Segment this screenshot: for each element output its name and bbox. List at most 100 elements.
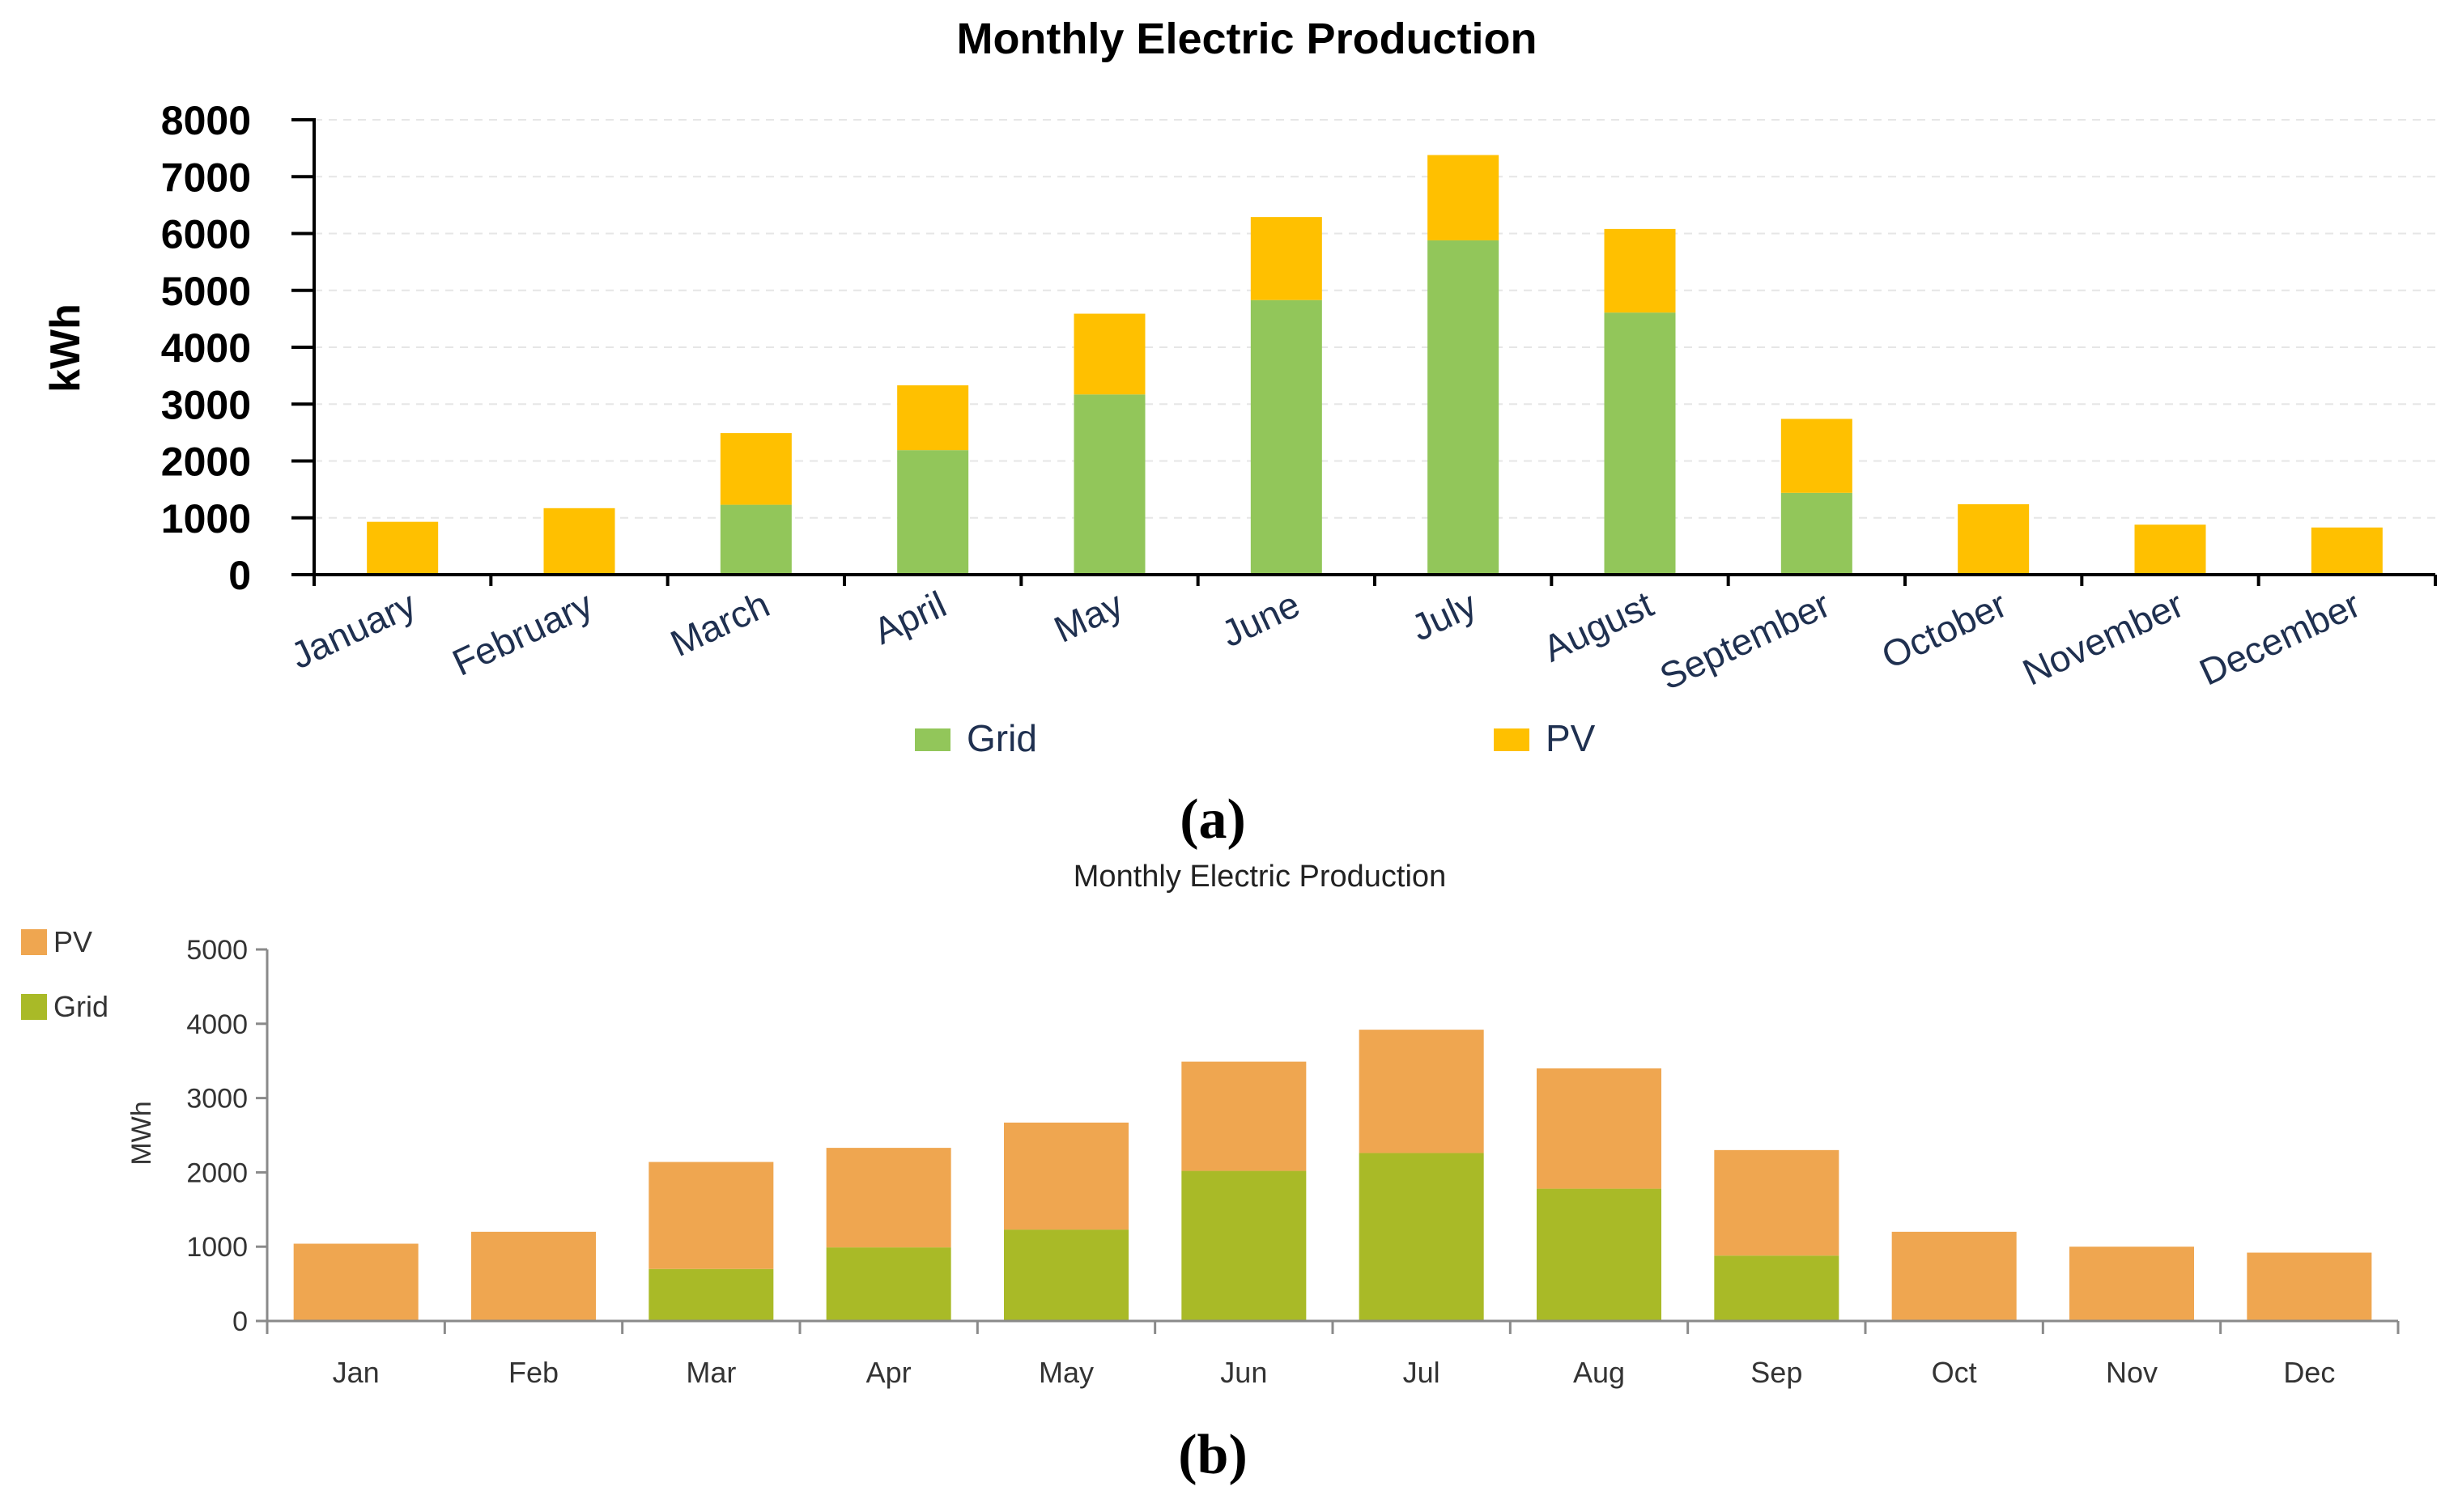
y-tick-label: 3000 bbox=[161, 382, 251, 427]
bar-pv-jul bbox=[1359, 1030, 1484, 1153]
y-tick-label: 5000 bbox=[161, 269, 251, 314]
bar-grid-july bbox=[1427, 240, 1499, 575]
bar-pv-september bbox=[1780, 418, 1852, 493]
chart-b-x-tick-labels: Jan Feb Mar Apr May Jun Jul Aug Sep Oct Nov Dec bbox=[333, 1356, 2336, 1389]
panel-b-caption: (b) bbox=[1178, 1424, 1248, 1486]
bar-grid-sep bbox=[1714, 1255, 1839, 1321]
bar-grid-aug bbox=[1537, 1188, 1661, 1321]
chart-a-gridlines bbox=[314, 119, 2435, 519]
bar-pv-feb bbox=[471, 1231, 596, 1321]
bar-pv-apr bbox=[826, 1148, 951, 1248]
y-tick-label: 0 bbox=[232, 1306, 248, 1337]
y-tick-label: 2000 bbox=[186, 1157, 248, 1188]
bar-pv-july bbox=[1427, 155, 1499, 240]
y-tick-label: 1000 bbox=[161, 496, 251, 542]
legend-swatch-pv bbox=[21, 929, 47, 955]
x-tick-label: January bbox=[284, 583, 422, 677]
x-tick-label: October bbox=[1875, 583, 2013, 677]
x-tick-label: Jul bbox=[1403, 1356, 1440, 1389]
bar-pv-oct bbox=[1891, 1231, 2017, 1321]
y-tick-label: 8000 bbox=[161, 98, 251, 143]
y-tick-label: 2000 bbox=[161, 440, 251, 485]
y-tick-label: 3000 bbox=[186, 1084, 248, 1115]
chart-a-title: Monthly Electric Production bbox=[956, 15, 1537, 63]
y-tick-label: 0 bbox=[228, 553, 251, 598]
chart-b-title: Monthly Electric Production bbox=[1074, 860, 1446, 894]
chart-a-y-axis-label: kWh bbox=[42, 304, 89, 393]
bar-pv-march bbox=[720, 433, 792, 505]
x-tick-label: April bbox=[867, 583, 952, 652]
chart-b-legend: PV Grid bbox=[21, 925, 108, 1023]
chart-b-bars bbox=[293, 1030, 2372, 1321]
bar-pv-june bbox=[1250, 217, 1322, 300]
legend-swatch-grid bbox=[21, 994, 47, 1020]
legend-label-grid: Grid bbox=[53, 990, 108, 1023]
y-tick-label: 5000 bbox=[186, 935, 248, 966]
bar-grid-jul bbox=[1359, 1153, 1484, 1321]
x-tick-label: Sep bbox=[1750, 1356, 1802, 1389]
chart-a-x-tick-labels: January February March April May June July Augu… bbox=[284, 583, 2367, 698]
panel-b: Monthly Electric Production MWh 0 1000 200… bbox=[21, 860, 2400, 1486]
bar-grid-mar bbox=[649, 1268, 774, 1321]
bar-pv-jun bbox=[1181, 1061, 1307, 1171]
bar-pv-may bbox=[1004, 1122, 1129, 1230]
bar-grid-march bbox=[720, 504, 792, 575]
bar-pv-august bbox=[1604, 228, 1676, 313]
x-tick-label: March bbox=[664, 583, 776, 665]
bar-pv-mar bbox=[649, 1162, 774, 1269]
chart-a-y-tick-labels: 0 1000 2000 3000 4000 5000 6000 7000 8000 bbox=[161, 98, 251, 598]
chart-b-axes bbox=[256, 948, 2400, 1334]
bar-grid-may bbox=[1074, 394, 1146, 575]
legend-label-pv: PV bbox=[53, 925, 92, 958]
legend-swatch-pv bbox=[1494, 728, 1529, 751]
x-tick-label: August bbox=[1537, 583, 1660, 670]
x-tick-label: Dec bbox=[2283, 1356, 2335, 1389]
chart-a-bars bbox=[367, 155, 2383, 575]
bar-pv-november bbox=[2134, 525, 2206, 575]
x-tick-label: September bbox=[1653, 583, 1836, 698]
bar-grid-jun bbox=[1181, 1170, 1307, 1321]
x-tick-label: June bbox=[1215, 583, 1306, 655]
panel-a: Monthly Electric Production kWh 0 1000 200… bbox=[42, 15, 2437, 851]
x-tick-label: July bbox=[1405, 583, 1482, 649]
bar-pv-dec bbox=[2247, 1252, 2372, 1321]
legend-label-grid: Grid bbox=[967, 717, 1037, 759]
x-tick-label: May bbox=[1039, 1356, 1094, 1389]
bar-pv-aug bbox=[1537, 1068, 1661, 1189]
bar-pv-nov bbox=[2069, 1247, 2194, 1321]
y-tick-label: 4000 bbox=[161, 325, 251, 371]
x-tick-label: February bbox=[446, 583, 599, 684]
x-tick-label: Jan bbox=[333, 1356, 380, 1389]
bar-pv-december bbox=[2311, 527, 2383, 575]
bar-pv-sep bbox=[1714, 1149, 1839, 1256]
legend-label-pv: PV bbox=[1546, 717, 1596, 759]
chart-b-y-axis-label: MWh bbox=[126, 1101, 157, 1165]
bar-pv-january bbox=[367, 521, 439, 575]
x-tick-label: Nov bbox=[2106, 1356, 2158, 1389]
x-tick-label: Mar bbox=[686, 1356, 736, 1389]
bar-grid-august bbox=[1604, 312, 1676, 575]
y-tick-label: 6000 bbox=[161, 212, 251, 257]
bar-pv-october bbox=[1958, 503, 2030, 575]
y-tick-label: 1000 bbox=[186, 1232, 248, 1263]
x-tick-label: Apr bbox=[866, 1356, 912, 1389]
bar-pv-april bbox=[897, 385, 969, 451]
x-tick-label: November bbox=[2016, 583, 2189, 694]
bar-grid-june bbox=[1250, 299, 1322, 575]
x-tick-label: December bbox=[2193, 583, 2367, 694]
x-tick-label: Jun bbox=[1220, 1356, 1267, 1389]
bar-pv-jan bbox=[293, 1243, 419, 1321]
y-tick-label: 7000 bbox=[161, 155, 251, 200]
bar-grid-apr bbox=[826, 1247, 951, 1321]
chart-a-legend: Grid PV bbox=[915, 717, 1596, 759]
bar-grid-april bbox=[897, 450, 969, 575]
chart-a-axes bbox=[291, 118, 2437, 586]
x-tick-label: Aug bbox=[1573, 1356, 1625, 1389]
bar-pv-may bbox=[1074, 313, 1146, 395]
x-tick-label: Feb bbox=[508, 1356, 559, 1389]
x-tick-label: Oct bbox=[1932, 1356, 1977, 1389]
y-tick-label: 4000 bbox=[186, 1009, 248, 1040]
bar-pv-february bbox=[543, 508, 615, 575]
panel-a-caption: (a) bbox=[1180, 788, 1246, 851]
